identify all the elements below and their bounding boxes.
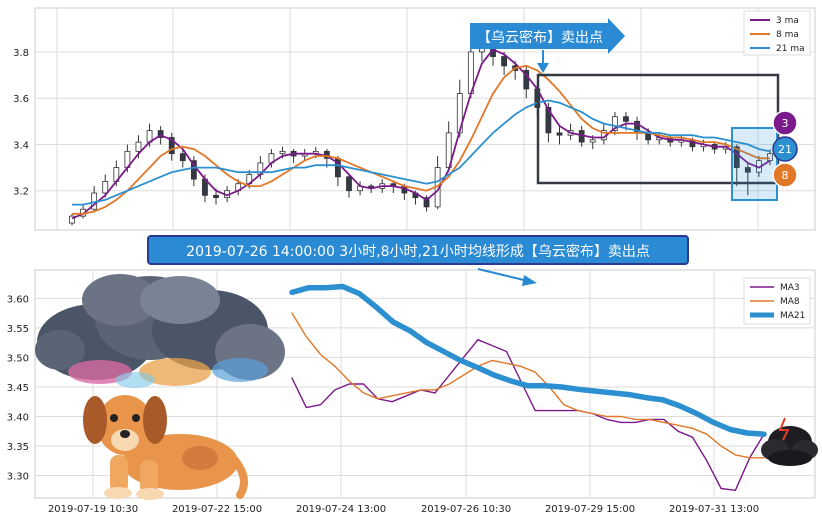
- badge-21-label: 21: [778, 143, 792, 156]
- black-storm-cloud-icon: [761, 417, 818, 466]
- top-legend-label: 21 ma: [776, 44, 805, 54]
- bottom-x-tick-label: 2019-07-24 13:00: [296, 504, 386, 515]
- candlestick-panel: 3.2 3.4 3.6 3.8 3 ma 8 ma 21 ma: [13, 7, 816, 231]
- candle-body: [733, 146, 740, 168]
- candle: [611, 112, 618, 136]
- top-sell-banner: 【乌云密布】卖出点: [470, 18, 625, 54]
- candle-body: [589, 139, 596, 143]
- top-ma-lines: [71, 48, 771, 220]
- top-y-tick-label: 3.4: [13, 140, 29, 151]
- bottom-x-tick-label: 2019-07-31 13:00: [669, 504, 759, 515]
- bottom-x-tick-label: 2019-07-29 15:00: [545, 504, 635, 515]
- bottom-series-MA8: [291, 312, 765, 459]
- candle-body: [69, 215, 75, 224]
- candle-body: [279, 150, 286, 155]
- top-legend-label: 8 ma: [776, 30, 799, 40]
- bottom-series-MA3: [291, 339, 765, 491]
- mid-sell-banner: 2019-07-26 14:00:00 3小时,8小时,21小时均线形成【乌云密…: [147, 235, 689, 265]
- candle-body: [190, 160, 197, 180]
- bottom-y-tick-label: 3.30: [7, 472, 29, 483]
- candle-body: [135, 141, 142, 152]
- bottom-y-tick-label: 3.40: [7, 412, 29, 423]
- candle-body: [213, 194, 219, 199]
- candle: [168, 132, 175, 161]
- bottom-y-tick-label: 3.35: [7, 442, 29, 453]
- mid-pointer-arrowhead: [522, 275, 537, 286]
- top-y-tick-label: 3.8: [13, 48, 29, 59]
- bottom-x-tick-label: 2019-07-22 15:00: [172, 504, 262, 515]
- candle-body: [168, 137, 175, 155]
- candle-body: [611, 116, 618, 131]
- candle-body: [556, 132, 563, 136]
- bottom-ma-lines: [289, 283, 767, 491]
- badge-8: 8: [772, 162, 798, 188]
- candle-body: [501, 56, 507, 67]
- top-banner-text: 【乌云密布】卖出点: [477, 29, 603, 46]
- bottom-y-ticks: 3.30 3.35 3.40 3.45 3.50 3.55 3.60: [7, 294, 29, 482]
- candle-body: [102, 181, 109, 194]
- badge-3-label: 3: [782, 117, 789, 130]
- mid-pointer-line: [477, 268, 529, 282]
- bottom-legend: MA3 MA8 MA21: [743, 277, 811, 325]
- bottom-x-tick-label: 2019-07-26 10:30: [421, 504, 511, 515]
- top-legend: 3 ma 8 ma 21 ma: [743, 10, 811, 56]
- candle-body: [423, 197, 430, 208]
- bottom-legend-label: MA3: [780, 283, 800, 293]
- candle: [523, 65, 530, 99]
- mid-banner-text: 2019-07-26 14:00:00 3小时,8小时,21小时均线形成【乌云密…: [186, 243, 650, 260]
- candle: [179, 149, 186, 168]
- candle: [346, 174, 352, 198]
- bottom-y-tick-label: 3.50: [7, 353, 29, 364]
- candle-body: [523, 70, 530, 90]
- candle-body: [623, 116, 629, 122]
- badge-8-label: 8: [782, 169, 789, 182]
- top-y-tick-label: 3.2: [13, 187, 29, 198]
- candle: [423, 195, 430, 212]
- badge-21: 21: [772, 136, 798, 162]
- top-series-8-ma: [72, 64, 770, 215]
- candle: [744, 162, 751, 196]
- bottom-y-tick-label: 3.60: [7, 294, 29, 305]
- bottom-legend-label: MA8: [780, 297, 800, 307]
- candle-body: [157, 130, 164, 138]
- candle-body: [545, 107, 552, 134]
- candle: [69, 213, 75, 226]
- bottom-legend-label: MA21: [780, 311, 805, 321]
- bottom-x-tick-label: 2019-07-19 10:30: [48, 504, 138, 515]
- candle-body: [744, 167, 751, 173]
- signal-highlight-box: [731, 127, 778, 201]
- bottom-y-tick-label: 3.55: [7, 324, 29, 335]
- candle: [733, 144, 740, 187]
- top-pointer-arrowhead: [537, 63, 549, 73]
- badge-3: 3: [772, 110, 798, 136]
- candle-body: [346, 176, 352, 192]
- candle: [556, 125, 563, 145]
- candle-body: [179, 153, 186, 162]
- top-y-ticks: 3.2 3.4 3.6 3.8: [13, 48, 29, 198]
- candle: [501, 51, 507, 76]
- candle: [102, 174, 109, 198]
- dog-icon: [83, 395, 248, 500]
- bottom-series-MA21: [289, 283, 767, 437]
- storm-cloud-icon: [35, 274, 285, 388]
- top-legend-label: 3 ma: [776, 16, 799, 26]
- top-y-tick-label: 3.6: [13, 94, 29, 105]
- candle: [190, 156, 197, 187]
- bottom-y-tick-label: 3.45: [7, 383, 29, 394]
- bottom-x-ticks: 2019-07-19 10:30 2019-07-22 15:00 2019-07-…: [48, 504, 759, 515]
- top-series-21-ma: [72, 99, 771, 206]
